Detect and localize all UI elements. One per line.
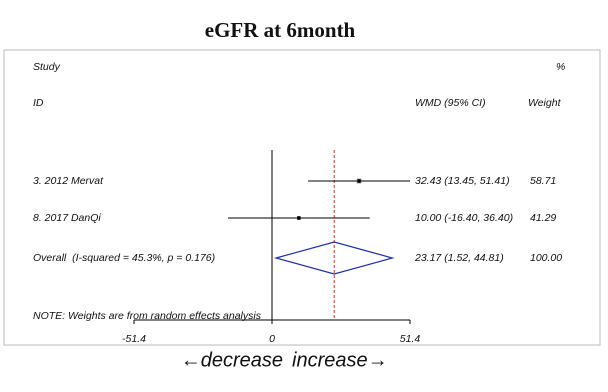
frame (3, 49, 601, 346)
header: ID (33, 97, 44, 109)
weight-label: 41.29 (530, 212, 556, 224)
header: % (556, 61, 565, 73)
overall-label: Overall (I-squared = 45.3%, p = 0.176) (33, 252, 215, 264)
header: Study (33, 61, 61, 73)
effect-label: 32.43 (13.45, 51.41) (415, 175, 510, 187)
point-estimate (297, 216, 301, 220)
weight-label: 58.71 (530, 175, 556, 187)
point-estimate (357, 179, 361, 183)
overall-weight-label: 100.00 (530, 252, 562, 264)
x-tick-label: 51.4 (400, 333, 421, 345)
header: Weight (528, 97, 562, 109)
study-label: 3. 2012 Mervat (33, 175, 104, 187)
overall-diamond (273, 241, 395, 275)
x-tick-label: 0 (269, 333, 275, 345)
x-tick-label: -51.4 (122, 333, 146, 345)
header: WMD (95% CI) (415, 97, 486, 109)
study-label: 8. 2017 DanQi (33, 212, 101, 224)
effect-label: 10.00 (-16.40, 36.40) (415, 212, 513, 224)
overall-effect-label: 23.17 (1.52, 44.81) (414, 252, 504, 264)
chart-title: eGFR at 6month (205, 18, 356, 42)
direction-label: ←decrease (181, 349, 283, 371)
direction-label: increase→ (292, 349, 388, 371)
note: NOTE: Weights are from random effects an… (33, 310, 262, 322)
